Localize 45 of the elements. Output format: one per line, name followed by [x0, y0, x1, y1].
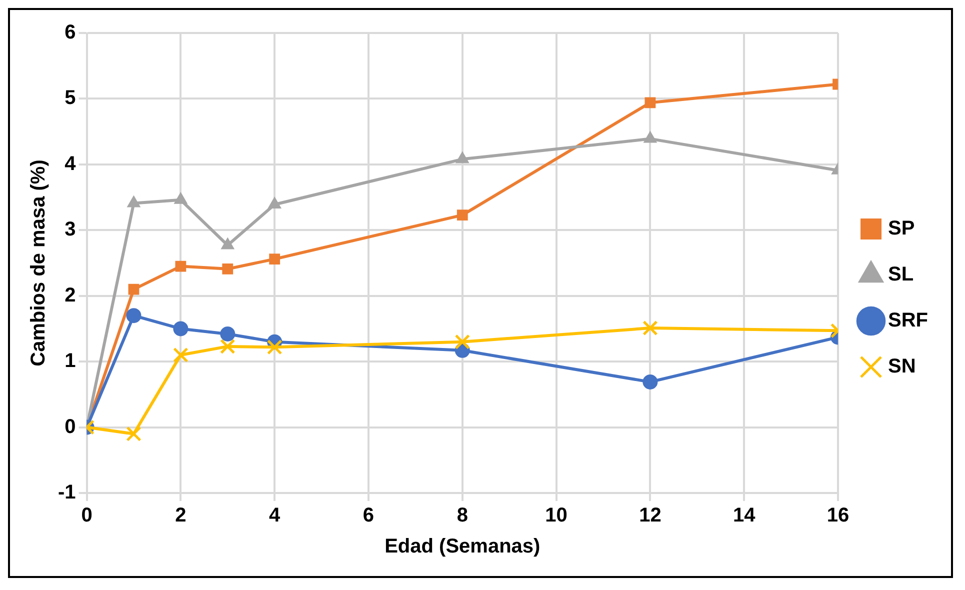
- point: [126, 426, 142, 442]
- x-tick-label: 8: [456, 504, 468, 527]
- point: [220, 338, 236, 354]
- x-tick-label: 14: [732, 504, 756, 527]
- y-axis-title: Cambios de masa (%): [28, 160, 50, 366]
- point: [644, 97, 656, 108]
- point: [222, 263, 234, 274]
- point: [220, 326, 236, 342]
- point: [456, 152, 469, 164]
- point: [173, 321, 188, 336]
- point: [269, 254, 280, 265]
- x-tick-label: 16: [826, 504, 850, 527]
- x-tick-label: 6: [362, 504, 374, 527]
- y-tick-label: 6: [64, 22, 76, 44]
- x-tick-label: 10: [545, 504, 568, 527]
- y-tick-label: -1: [58, 482, 76, 504]
- point: [642, 320, 658, 336]
- y-tick-label: 1: [64, 350, 76, 372]
- point: [126, 308, 142, 324]
- point: [268, 197, 282, 209]
- x-tick-label: 2: [175, 504, 186, 527]
- point: [266, 340, 282, 355]
- point: [454, 334, 470, 350]
- legend-label: SP: [888, 218, 915, 240]
- x-axis-title: Edad (Semanas): [384, 536, 540, 558]
- point: [221, 238, 234, 250]
- y-tick-label: 4: [64, 152, 77, 175]
- point: [456, 210, 468, 220]
- x-tick-label: 12: [639, 504, 662, 527]
- point: [127, 196, 140, 208]
- point: [642, 374, 658, 390]
- y-tick-label: 0: [64, 416, 76, 438]
- y-tick-label: 2: [64, 284, 76, 306]
- y-tick-label: 5: [64, 87, 76, 110]
- point: [128, 284, 140, 295]
- legend-label: SRF: [888, 310, 928, 332]
- y-tick-label: 3: [64, 218, 76, 241]
- point: [644, 131, 657, 143]
- legend-label: SL: [888, 264, 914, 286]
- legend-label: SN: [888, 356, 916, 378]
- point: [173, 347, 188, 363]
- x-tick-label: 0: [81, 504, 92, 527]
- x-tick-label: 4: [269, 504, 282, 527]
- point: [175, 260, 186, 272]
- point: [174, 192, 188, 204]
